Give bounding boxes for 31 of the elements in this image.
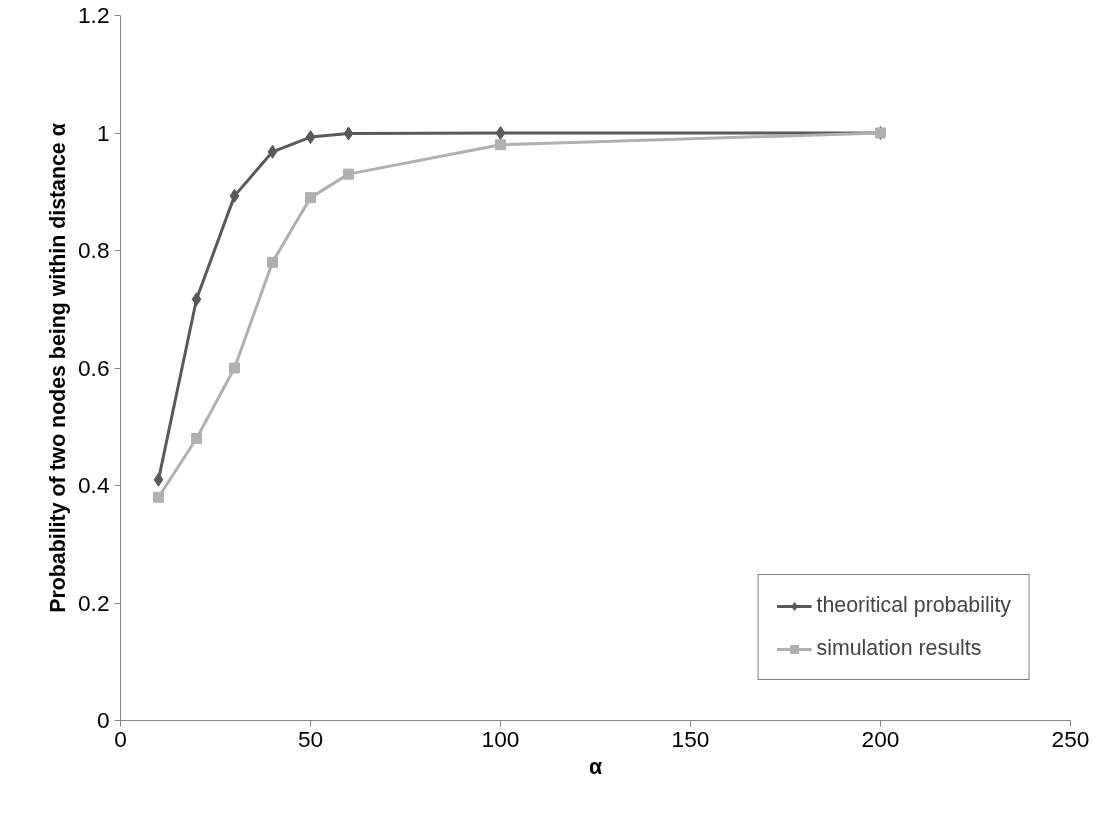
point: [267, 144, 278, 159]
point: [153, 491, 164, 503]
y-tick-label: 1: [96, 119, 110, 146]
x-tick-label: 250: [1051, 725, 1090, 752]
point: [191, 433, 202, 444]
x-tick-label: 100: [481, 725, 520, 752]
y-tick-label: 0: [96, 707, 110, 733]
point: [229, 188, 240, 203]
point: [305, 130, 316, 145]
legend-label: simulation results: [816, 636, 982, 661]
y-axis-title: Probability of two nodes being within distance α: [46, 123, 70, 613]
point: [495, 139, 506, 151]
x-tick-label: 0: [114, 725, 127, 752]
y-tick-label: 0.4: [78, 472, 110, 498]
point: [267, 256, 278, 268]
x-tick-label: 200: [861, 725, 900, 752]
point: [229, 362, 240, 374]
point: [305, 192, 316, 204]
y-tick-label: 1.2: [78, 2, 110, 28]
point: [153, 472, 164, 487]
point: [495, 126, 506, 140]
point: [191, 292, 202, 307]
x-tick-label: 50: [297, 725, 324, 752]
point: [343, 126, 354, 141]
point: [343, 168, 354, 180]
x-tick-label: 150: [671, 725, 710, 752]
y-tick-label: 0.2: [78, 589, 110, 616]
x-axis-title: α: [588, 754, 603, 779]
y-tick-label: 0.6: [78, 354, 110, 381]
y-tick-label: 0.8: [78, 237, 110, 263]
legend-label: theoritical probability: [816, 593, 1011, 618]
